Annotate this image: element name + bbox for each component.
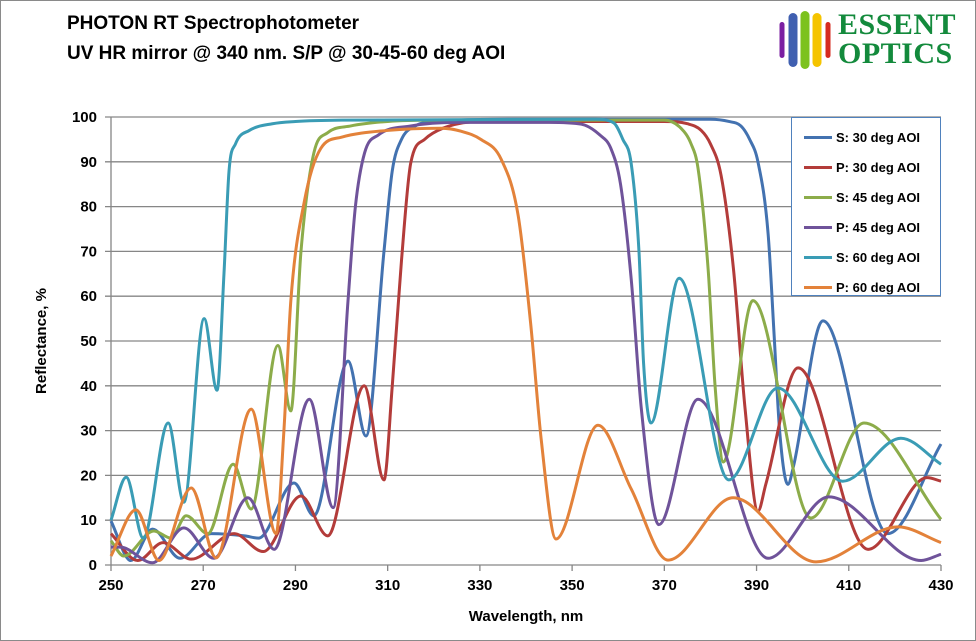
- y-tick-label: 70: [80, 243, 97, 260]
- y-tick-label: 0: [89, 557, 97, 574]
- y-tick-label: 10: [80, 512, 97, 529]
- series-line-s-45-deg-aoi: [109, 118, 943, 558]
- legend-item: S: 30 deg AOI: [804, 127, 920, 147]
- y-tick-label: 50: [80, 333, 97, 350]
- logo-text-line1: ESSENT: [838, 8, 957, 41]
- legend-label: P: 60 deg AOI: [836, 279, 921, 295]
- legend-label: P: 30 deg AOI: [836, 159, 921, 175]
- legend-label: S: 60 deg AOI: [836, 249, 921, 265]
- x-tick-label: 370: [652, 577, 677, 594]
- legend-item: P: 45 deg AOI: [804, 217, 920, 237]
- legend-swatch: [804, 135, 832, 139]
- chart-title-line2: UV HR mirror @ 340 nm. S/P @ 30-45-60 de…: [67, 43, 506, 64]
- x-tick-label: 290: [283, 577, 308, 594]
- y-tick-label: 100: [72, 109, 97, 126]
- legend-swatch: [804, 255, 832, 259]
- logo-lens-icon: [779, 11, 831, 69]
- y-tick-label: 80: [80, 199, 97, 216]
- legend-label: S: 30 deg AOI: [836, 129, 921, 145]
- y-tick-label: 60: [80, 288, 97, 305]
- logo-stripe: [825, 22, 831, 58]
- y-tick-label: 30: [80, 423, 97, 440]
- series-line-s-60-deg-aoi: [109, 117, 942, 540]
- x-tick-label: 410: [836, 577, 861, 594]
- x-tick-label: 310: [375, 577, 400, 594]
- logo-text-line2: OPTICS: [838, 37, 953, 70]
- y-tick-label: 40: [80, 378, 97, 395]
- y-tick-label: 20: [80, 467, 97, 484]
- legend-label: S: 45 deg AOI: [836, 189, 921, 205]
- series-line-p-60-deg-aoi: [109, 126, 942, 564]
- logo-stripe: [800, 11, 810, 69]
- legend-item: P: 30 deg AOI: [804, 157, 920, 177]
- legend-swatch: [804, 165, 832, 169]
- x-tick-label: 270: [191, 577, 216, 594]
- x-tick-label: 350: [560, 577, 585, 594]
- legend-swatch: [804, 225, 832, 229]
- y-tick-label: 90: [80, 154, 97, 171]
- legend-swatch: [804, 285, 832, 289]
- legend-swatch: [804, 195, 832, 199]
- x-tick-label: 250: [98, 577, 123, 594]
- x-tick-label: 430: [928, 577, 953, 594]
- essent-optics-logo: ESSENT OPTICS: [776, 9, 971, 71]
- legend-label: P: 45 deg AOI: [836, 219, 921, 235]
- logo-stripe: [788, 13, 798, 67]
- y-axis-title: Reflectance, %: [33, 288, 50, 394]
- chart-title-line1: PHOTON RT Spectrophotometer: [67, 13, 360, 34]
- legend-item: S: 60 deg AOI: [804, 247, 920, 267]
- logo-stripe: [779, 22, 785, 58]
- x-tick-label: 390: [744, 577, 769, 594]
- x-axis-title: Wavelength, nm: [469, 608, 583, 625]
- legend-item: S: 45 deg AOI: [804, 187, 920, 207]
- legend-item: P: 60 deg AOI: [804, 277, 920, 297]
- x-tick-label: 330: [467, 577, 492, 594]
- series-line-p-45-deg-aoi: [110, 120, 942, 565]
- logo-stripe: [812, 13, 822, 67]
- legend: S: 30 deg AOI P: 30 deg AOI S: 45 deg AOI P…: [791, 117, 941, 296]
